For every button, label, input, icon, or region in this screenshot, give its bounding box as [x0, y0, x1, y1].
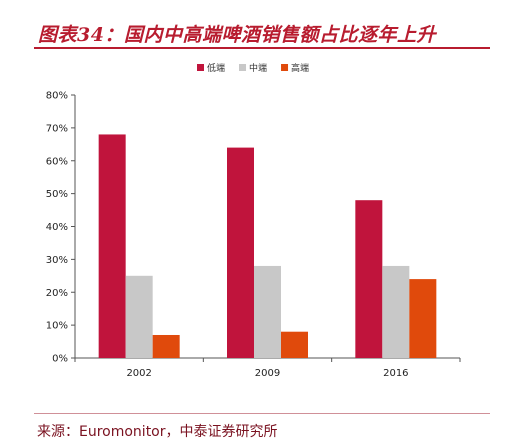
y-tick-label: 70% [46, 123, 68, 134]
bar [409, 279, 437, 358]
title-underline [34, 47, 490, 49]
chart-title: 图表34：国内中高端啤酒销售额占比逐年上升 [38, 24, 436, 46]
y-tick-label: 80% [46, 91, 68, 102]
legend-label: 高端 [291, 62, 309, 74]
source-divider [34, 413, 490, 414]
legend: 低端 中端 高端 [197, 62, 309, 74]
y-tick-label: 30% [46, 255, 68, 266]
bar [98, 134, 126, 358]
legend-swatch [281, 64, 289, 71]
y-tick-label: 50% [46, 189, 68, 200]
bar [254, 265, 281, 358]
bar [281, 331, 308, 358]
y-tick-label: 60% [46, 156, 68, 167]
bar [125, 275, 153, 358]
legend-label: 中端 [249, 62, 267, 74]
x-axis: 2002 2009 2016 [74, 357, 461, 379]
bars [98, 134, 437, 358]
y-tick-label: 0% [52, 354, 68, 365]
y-tick-label: 10% [46, 321, 68, 332]
x-tick-label: 2009 [255, 368, 280, 379]
y-tick-label: 20% [46, 288, 68, 299]
x-tick-label: 2002 [126, 368, 151, 379]
bar [152, 334, 180, 358]
legend-label: 低端 [207, 62, 225, 74]
bar [382, 265, 410, 358]
bar [355, 200, 383, 358]
x-tick-label: 2016 [383, 368, 408, 379]
source-note: 来源：Euromonitor，中泰证券研究所 [37, 424, 278, 440]
y-tick-label: 40% [46, 222, 68, 233]
legend-swatch [239, 64, 247, 71]
bar [227, 147, 254, 358]
y-axis: 0% 10% 20% 30% 40% 50% 60% 70% 80% [46, 91, 76, 365]
legend-swatch [197, 64, 204, 71]
